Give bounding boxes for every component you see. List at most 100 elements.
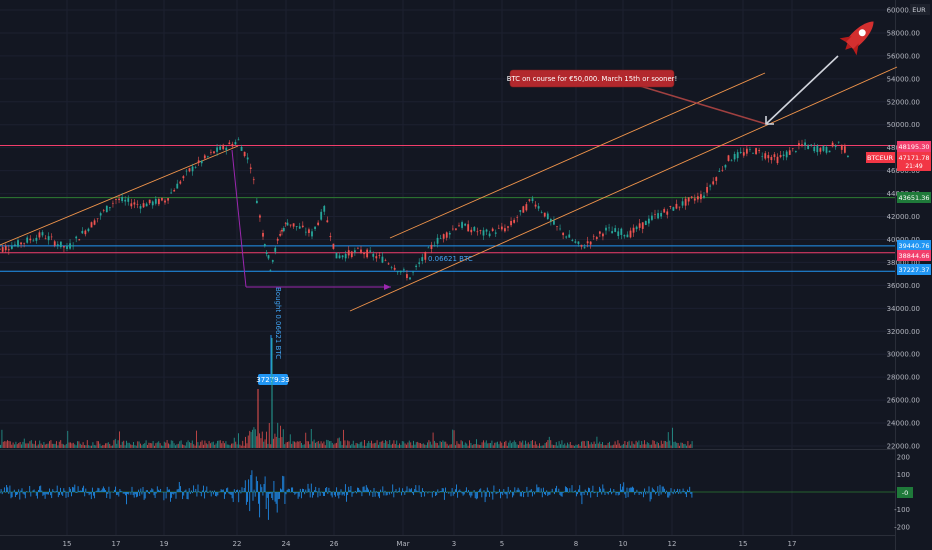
volume-bar: [397, 445, 399, 448]
price-tick-label: 58000.00: [887, 29, 920, 37]
svg-text:EUR: EUR: [912, 6, 926, 14]
volume-bar: [210, 443, 211, 448]
price-candle: [402, 267, 405, 273]
volume-bar: [260, 438, 262, 448]
volume-bar: [16, 444, 18, 448]
volume-bar: [569, 441, 571, 448]
price-tick-label: 36000.00: [887, 282, 920, 290]
rocket-icon: [839, 21, 874, 56]
volume-bar: [452, 429, 454, 448]
time-tick-label: 15: [63, 540, 72, 548]
volume-bar: [316, 441, 318, 448]
price-candle: [629, 227, 632, 239]
price-candle: [347, 246, 350, 259]
volume-bar: [624, 440, 626, 448]
price-candle: [384, 258, 387, 262]
volume-bar: [58, 441, 60, 448]
volume-bar: [515, 442, 517, 448]
price-candle: [571, 238, 574, 242]
volume-bar: [561, 440, 563, 448]
volume-bar: [603, 445, 605, 448]
price-tick-label: 38000.00: [887, 259, 920, 267]
volume-bar: [159, 443, 161, 448]
time-tick-label: 19: [160, 540, 169, 548]
volume-bar: [420, 443, 421, 448]
volume-bar: [645, 444, 647, 448]
volume-bar: [406, 444, 407, 448]
price-candle: [269, 269, 272, 272]
volume-bar: [462, 441, 463, 448]
volume-bar: [460, 440, 462, 448]
volume-bar: [308, 441, 309, 448]
volume-bar: [478, 444, 480, 448]
price-candle: [311, 228, 313, 240]
trendline-channel-bottom[interactable]: [349, 66, 898, 312]
price-candle: [17, 238, 19, 248]
volume-bar: [471, 445, 473, 448]
trendline-channel-top[interactable]: [389, 72, 766, 239]
volume-bar: [431, 444, 433, 448]
volume-bar: [305, 432, 307, 448]
time-tick-label: 8: [574, 540, 578, 548]
price-candle: [482, 227, 485, 240]
volume-bar: [525, 440, 526, 448]
price-candle: [191, 163, 194, 176]
volume-bar: [450, 444, 452, 448]
callout-bubble[interactable]: BTC on course for €50,000. March 15th or…: [507, 69, 767, 125]
volume-bar: [359, 442, 361, 448]
price-candle: [228, 140, 231, 145]
volume-bar: [187, 440, 189, 448]
volume-bar: [156, 442, 158, 448]
volume-bar: [532, 440, 533, 448]
volume-bar: [236, 444, 238, 448]
price-candle: [500, 222, 503, 232]
drawdown-arrow[interactable]: [231, 149, 391, 290]
price-candle: [41, 230, 44, 238]
price-candle: [127, 195, 130, 206]
price-candle: [271, 259, 274, 264]
price-candle: [657, 209, 659, 220]
price-candle: [219, 144, 222, 151]
volume-bar: [330, 440, 332, 448]
volume-bar: [565, 445, 567, 448]
volume-bar: [446, 443, 448, 448]
price-candle: [234, 139, 237, 146]
price-candle: [595, 236, 598, 241]
volume-bar: [32, 443, 34, 448]
price-candle: [179, 179, 182, 185]
price-candle: [626, 231, 629, 238]
volume-bar: [180, 440, 182, 448]
price-candle: [742, 147, 745, 158]
volume-bar: [425, 445, 427, 448]
volume-bar: [264, 439, 266, 448]
volume-bar: [583, 441, 585, 448]
volume-bar: [36, 445, 38, 448]
price-candle: [516, 215, 519, 223]
volume-bar: [232, 443, 234, 448]
volume-bar: [453, 430, 455, 448]
price-candle: [335, 252, 338, 259]
volume-bar: [677, 443, 679, 448]
price-candle: [142, 200, 145, 209]
volume-bar: [505, 440, 507, 448]
volume-bar: [393, 440, 395, 448]
volume-bar: [410, 442, 412, 448]
price-candle: [222, 143, 225, 151]
volume-bar: [240, 445, 242, 448]
target-arrow[interactable]: [765, 55, 839, 125]
volume-bar: [22, 441, 24, 448]
volume-bar: [414, 444, 416, 448]
volume-bar: [1, 429, 3, 448]
volume-bar: [501, 442, 503, 448]
price-candle: [59, 241, 62, 249]
price-candle: [213, 150, 215, 154]
volume-bar: [301, 442, 302, 448]
volume-bar: [590, 442, 592, 448]
price-tags: 48195.30 47171.78 21:49 43651.36 39440.7…: [897, 141, 931, 498]
price-candle: [736, 149, 739, 162]
price-candle: [249, 163, 252, 174]
volume-bar: [282, 429, 284, 448]
volume-bar: [467, 445, 469, 448]
volume-bar: [173, 443, 175, 448]
